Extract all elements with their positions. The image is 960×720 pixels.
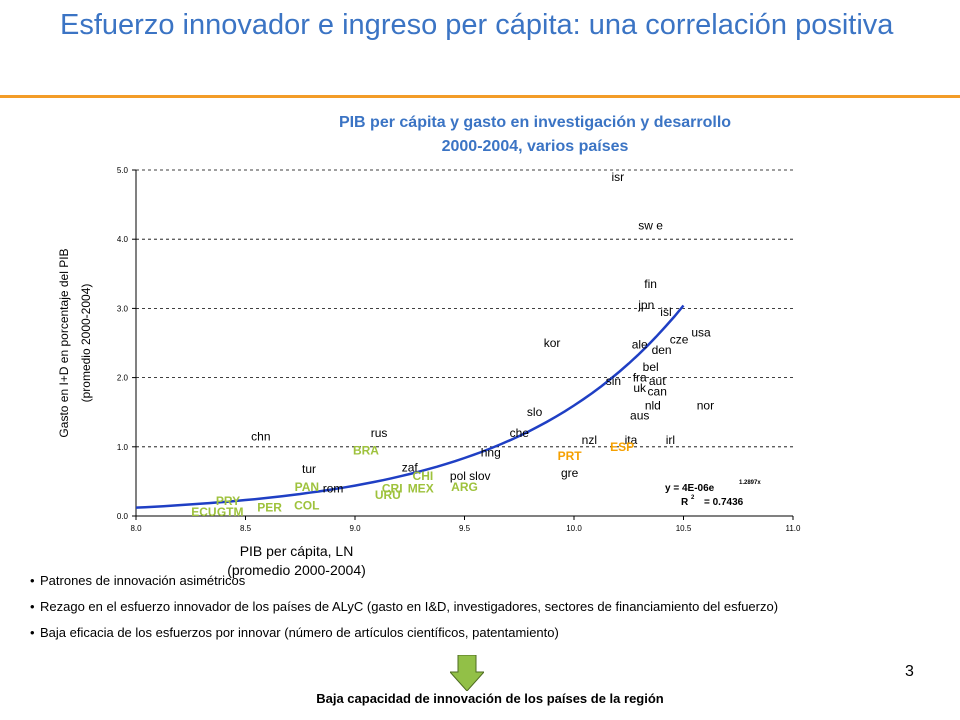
point-label-che: che [510, 426, 530, 440]
point-label-prt: PRT [558, 449, 583, 463]
note-item: Patrones de innovación asimétricos [30, 568, 955, 594]
point-label-bel: bel [643, 360, 659, 374]
point-label-gtm: GTM [217, 505, 244, 519]
y-tick-label: 2.0 [117, 374, 129, 383]
point-label-sin: sin [606, 374, 621, 388]
trend-equation-exponent: 1.2897x [739, 480, 761, 486]
point-label-uru: URU [375, 488, 401, 502]
point-label-chi: CHI [413, 469, 434, 483]
point-label-ale: ale [632, 337, 648, 351]
trend-equation-text: y = 4E-06e [665, 483, 715, 494]
point-label-mex: MEX [408, 481, 434, 495]
y-tick-label: 5.0 [117, 166, 129, 175]
point-label-can: can [648, 384, 667, 398]
x-tick-label: 8.0 [130, 524, 142, 533]
point-label-rus: rus [371, 426, 388, 440]
chart-title: PIB per cápita y gasto en investigación … [200, 111, 870, 159]
point-label-chn: chn [251, 429, 270, 443]
conclusion-text: Baja capacidad de innovación de los país… [316, 691, 664, 706]
grid-lines [136, 169, 793, 448]
point-label-nzl: nzl [582, 433, 597, 447]
point-label-slov: slov [469, 469, 490, 483]
point-label-swe: sw e [638, 218, 663, 232]
slide-title: Esfuerzo innovador e ingreso per cápita:… [60, 9, 894, 41]
point-label-gre: gre [561, 466, 579, 480]
point-label-aut: aut [649, 374, 666, 388]
point-label-pol: pol [450, 469, 466, 483]
note-item: Baja eficacia de los esfuerzos por innov… [30, 620, 955, 646]
point-label-usa: usa [691, 326, 711, 340]
point-label-isr: isr [611, 170, 624, 184]
down-arrow-icon [450, 655, 484, 691]
point-label-ita: ita [625, 433, 638, 447]
scatter-chart: 0.0 1.0 2.0 3.0 4.0 5.0 8.0 8.5 9.0 9.5 10.0 10.5 11… [57, 166, 801, 578]
axes [132, 169, 794, 520]
x-tick-label: 9.0 [349, 524, 361, 533]
y-axis-title: Gasto en I+D en porcentaje del PIB [57, 248, 71, 437]
point-label-arg: ARG [451, 480, 478, 494]
point-label-hng: hng [481, 445, 501, 459]
title-divider [0, 95, 960, 98]
point-label-isl: isl [660, 305, 671, 319]
note-item: Rezago en el esfuerzo innovador de los p… [30, 594, 955, 620]
y-tick-label: 0.0 [117, 512, 129, 521]
point-label-den: den [652, 343, 672, 357]
trend-equation: y = 4E-06e 1.2897x R 2 = 0.7436 [665, 480, 761, 508]
page-number: 3 [905, 663, 914, 680]
point-label-zaf: zaf [402, 461, 419, 475]
point-label-fin: fin [644, 277, 657, 291]
notes-list: Patrones de innovación asimétricos Rezag… [30, 568, 955, 646]
y-tick-label: 1.0 [117, 443, 129, 452]
point-label-tur: tur [302, 462, 316, 476]
r-squared-prefix: R [681, 497, 689, 508]
y-tick-label: 3.0 [117, 304, 129, 313]
point-label-fra: fra [633, 371, 647, 385]
axis-titles: PIB per cápita, LN (promedio 2000-2004) Ga… [57, 248, 366, 578]
x-tick-label: 11.0 [786, 524, 802, 533]
point-label-uk: uk [633, 381, 647, 395]
x-tick-label: 8.5 [240, 524, 252, 533]
r-squared-value: = 0.7436 [704, 497, 744, 508]
point-label-jpn: jpn [637, 298, 654, 312]
y-tick-label: 4.0 [117, 235, 129, 244]
point-label-per: PER [257, 501, 282, 515]
chart-title-line-2: 2000-2004, varios países [441, 138, 629, 155]
x-tick-label: 9.5 [459, 524, 471, 533]
trend-line [135, 304, 685, 509]
point-label-kor: kor [544, 336, 561, 350]
point-label-nor: nor [697, 398, 714, 412]
point-label-bra: BRA [353, 443, 379, 457]
point-label-slo: slo [527, 405, 543, 419]
point-label-col: COL [294, 499, 319, 513]
x-tick-label: 10.5 [676, 524, 692, 533]
r-squared-power: 2 [691, 495, 695, 501]
x-tick-label: 10.0 [566, 524, 582, 533]
chart-title-line-1: PIB per cápita y gasto en investigación … [338, 114, 732, 131]
point-label-irl: irl [666, 433, 675, 447]
point-label-aus: aus [630, 409, 649, 423]
point-label-pan: PAN [295, 480, 319, 494]
point-label-pry: PRY [216, 494, 240, 508]
x-axis-title: PIB per cápita, LN [240, 543, 354, 559]
point-label-cri: CRI [382, 481, 403, 495]
point-label-esp: ESP [610, 440, 634, 454]
point-label-cze: cze [670, 333, 689, 347]
point-label-nld: nld [645, 398, 661, 412]
trend-line-group [135, 304, 685, 509]
point-label-ecu: ECU [191, 505, 216, 519]
point-label-rom: rom [323, 481, 344, 495]
y-axis-title: (promedio 2000-2004) [79, 284, 93, 403]
tick-labels: 0.0 1.0 2.0 3.0 4.0 5.0 8.0 8.5 9.0 9.5 10.0 10.5 11… [117, 166, 801, 533]
